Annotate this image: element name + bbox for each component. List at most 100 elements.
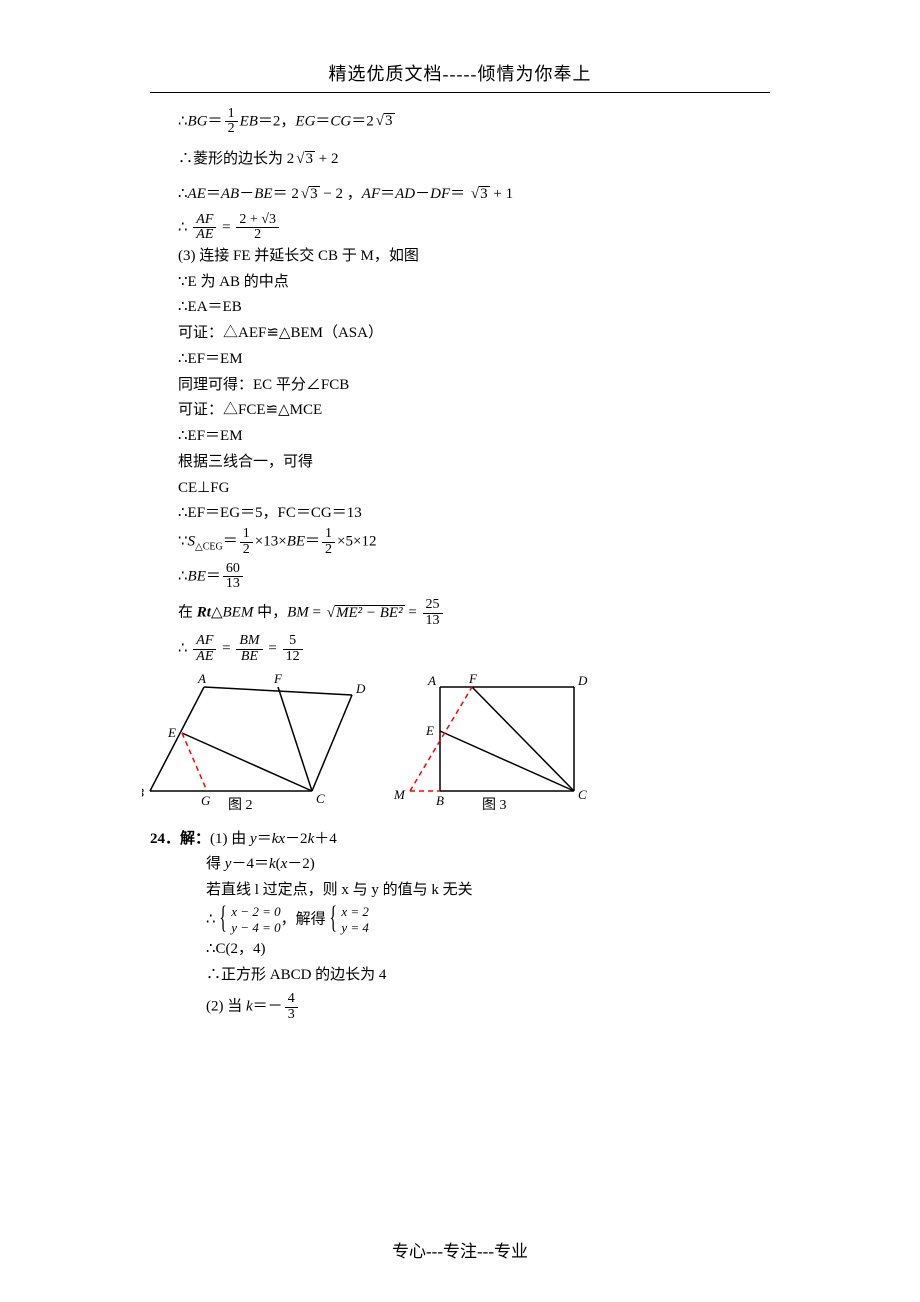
sqrt3: 3 — [299, 182, 320, 207]
line-17: ∴BE＝6013 — [178, 562, 770, 592]
text: ，解得 — [281, 912, 330, 928]
frac-half: 12 — [322, 527, 335, 557]
line-1: ∴BG＝12EB＝2，EG＝CG＝23 — [178, 107, 770, 137]
figure-3: AFDBCEM图 3 — [386, 671, 616, 821]
text: 得 — [206, 856, 225, 872]
svg-text:C: C — [316, 791, 325, 806]
line-5: (3) 连接 FE 并延长交 CB 于 M，如图 — [178, 244, 770, 269]
op: － — [239, 186, 254, 202]
svg-text:图 3: 图 3 — [482, 798, 507, 813]
line-14: CE⊥FG — [178, 476, 770, 501]
question-24: 24．解：(1) 由 y＝kx－2k＋4 得 y－4＝k(x－2) 若直线 l … — [150, 827, 770, 1023]
frac-25-13: 2513 — [423, 598, 443, 628]
text: ＋4 — [314, 831, 337, 847]
eq: ＝ — [206, 186, 221, 202]
frac: 512 — [283, 634, 303, 664]
header-text: 精选优质文档-----倾情为你奉上 — [150, 60, 770, 90]
var: AF — [362, 186, 380, 202]
line-13: 根据三线合一，可得 — [178, 450, 770, 475]
text: ＝2， — [258, 113, 296, 129]
var: k — [269, 856, 276, 872]
svg-text:M: M — [393, 787, 406, 802]
therefore: ∴ — [178, 219, 191, 235]
num: 2 — [366, 113, 374, 129]
var: AB — [221, 186, 239, 202]
var: BE — [254, 186, 272, 202]
text: + 1 — [490, 186, 513, 202]
svg-text:F: F — [273, 671, 283, 686]
var: EG — [295, 113, 315, 129]
var: S — [188, 534, 196, 550]
sqrt-expr: ME² − BE² — [325, 601, 405, 626]
line-2: ∴菱形的边长为 23 + 2 — [178, 147, 770, 172]
figures-row: AFDBCEG图 2 AFDBCEM图 3 — [142, 671, 770, 821]
frac-60-13: 6013 — [223, 562, 243, 592]
line-8: 可证：△AEF≌△BEM（ASA） — [178, 321, 770, 346]
line-19: ∴ AFAE = BMBE = 512 — [178, 634, 770, 664]
svg-text:D: D — [355, 681, 366, 696]
footer-text: 专心---专注---专业 — [0, 1238, 920, 1266]
frac-result: 2 + √32 — [236, 213, 279, 243]
svg-text:图 2: 图 2 — [228, 798, 253, 813]
eq: ＝ — [257, 831, 272, 847]
line-9: ∴EF＝EM — [178, 347, 770, 372]
eq: ＝ — [206, 568, 221, 584]
eq: = — [405, 605, 421, 621]
eq: ＝ — [380, 186, 395, 202]
frac-af-ae: AFAE — [193, 213, 216, 243]
var: BE — [287, 534, 305, 550]
line-3: ∴AE＝AB－BE＝ 23 − 2 ，AF＝AD－DF＝ 3 + 1 — [178, 182, 770, 207]
var: AE — [188, 186, 206, 202]
eq: ＝ — [351, 113, 366, 129]
var: BE — [188, 568, 206, 584]
svg-text:E: E — [167, 725, 176, 740]
q24-line6: ∴正方形 ABCD 的边长为 4 — [206, 963, 770, 988]
because: ∵ — [178, 534, 188, 550]
var: kx — [272, 831, 285, 847]
therefore: ∴ — [178, 113, 188, 129]
eq: ＝ — [315, 113, 330, 129]
q24-line4: ∴ x − 2 = 0y − 4 = 0，解得 x = 2y = 4 — [206, 904, 770, 937]
frac: BMBE — [236, 634, 262, 664]
eq: ＝ — [273, 186, 292, 202]
line-15: ∴EF＝EG＝5，FC＝CG＝13 — [178, 501, 770, 526]
line-7: ∴EA＝EB — [178, 295, 770, 320]
svg-text:D: D — [577, 673, 588, 688]
text: ×13× — [255, 534, 287, 550]
var: EB — [240, 113, 258, 129]
frac-half: 12 — [225, 107, 238, 137]
line-18: 在 Rt△BEM 中，BM = ME² − BE² = 2513 — [178, 598, 770, 628]
svg-text:A: A — [427, 673, 436, 688]
eq: ＝ — [450, 186, 469, 202]
figure-2: AFDBCEG图 2 — [142, 671, 382, 821]
text: 在 — [178, 605, 197, 621]
num: 2 — [287, 151, 295, 167]
tri: △ — [211, 605, 223, 621]
var: BM — [287, 605, 309, 621]
sqrt3: 3 — [294, 147, 315, 172]
line-4: ∴ AFAE = 2 + √32 — [178, 213, 770, 243]
text: (1) 由 — [210, 831, 250, 847]
rt: Rt — [197, 605, 211, 621]
text: －4＝ — [231, 856, 269, 872]
var: BG — [188, 113, 208, 129]
var: DF — [430, 186, 450, 202]
text: －2 — [285, 831, 308, 847]
q24-line3: 若直线 l 过定点，则 x 与 y 的值与 k 无关 — [206, 878, 770, 903]
eq: = — [265, 641, 281, 657]
text: ×5×12 — [337, 534, 376, 550]
var: BEM — [223, 605, 254, 621]
q24-line2: 得 y－4＝k(x－2) — [206, 852, 770, 877]
q24-line7: (2) 当 k＝－43 — [206, 992, 770, 1022]
svg-text:B: B — [436, 793, 444, 808]
svg-text:B: B — [142, 785, 144, 800]
q24-line1: 24．解：(1) 由 y＝kx－2k＋4 — [150, 827, 770, 852]
text: ∴菱形的边长为 — [178, 151, 287, 167]
var: k — [246, 999, 253, 1015]
content-block: ∴BG＝12EB＝2，EG＝CG＝23 ∴菱形的边长为 23 + 2 ∴AE＝A… — [150, 107, 770, 1023]
text: 中， — [253, 605, 287, 621]
svg-text:G: G — [201, 793, 211, 808]
subscript: △CEG — [195, 542, 223, 553]
var: AD — [395, 186, 415, 202]
eq: = — [218, 641, 234, 657]
